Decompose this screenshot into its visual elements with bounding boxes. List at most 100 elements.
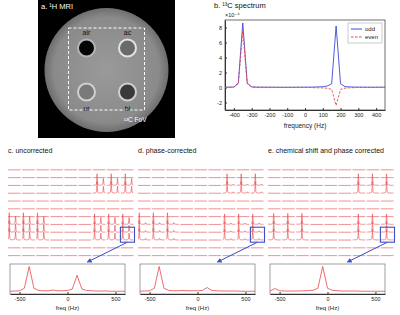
mri-panel: airacurbi¹³C FoVa. ¹H MRI [38, 0, 175, 138]
baseline [324, 201, 337, 202]
voxel [166, 193, 179, 194]
baseline [194, 255, 207, 256]
baseline [367, 255, 380, 256]
y-tick-mark [225, 58, 227, 59]
baseline [367, 177, 380, 178]
baseline [339, 255, 352, 256]
baseline [166, 193, 179, 194]
baseline [107, 208, 120, 209]
voxel [194, 224, 207, 225]
y-tick: 4 [219, 55, 227, 61]
inset-x-tick: 0 [326, 292, 329, 302]
voxel [353, 208, 366, 209]
voxel-spectrum [251, 182, 264, 194]
baseline [209, 224, 222, 225]
voxel [22, 208, 35, 209]
voxel [36, 247, 49, 248]
baseline [324, 240, 337, 241]
voxel [324, 255, 337, 256]
voxel [107, 182, 120, 194]
voxel-spectrum [166, 221, 179, 233]
baseline [8, 201, 21, 202]
voxel [367, 174, 380, 186]
vial-label: air [83, 29, 91, 36]
inset-x-tick-mark [150, 292, 151, 294]
voxel [209, 185, 222, 186]
baseline [22, 177, 35, 178]
voxel [180, 255, 193, 256]
voxel [324, 224, 337, 225]
voxel [251, 182, 264, 194]
baseline [64, 232, 77, 233]
baseline [310, 240, 323, 241]
baseline [339, 201, 352, 202]
baseline [50, 255, 63, 256]
y-tick-mark [225, 28, 227, 29]
baseline [223, 169, 236, 170]
baseline [268, 247, 281, 248]
baseline [209, 208, 222, 209]
voxel [36, 228, 49, 240]
fov-box [69, 28, 145, 110]
baseline [8, 255, 21, 256]
y-tick-mark [225, 73, 227, 74]
baseline [282, 185, 295, 186]
baseline [310, 208, 323, 209]
voxel-spectrum [282, 221, 295, 232]
baseline [50, 169, 63, 170]
voxel [339, 224, 352, 225]
baseline [121, 177, 134, 178]
voxel-spectrum [367, 214, 380, 224]
inset-frame [140, 264, 255, 294]
baseline [121, 255, 134, 256]
voxel [251, 177, 264, 178]
voxel [138, 185, 151, 186]
baseline [152, 201, 165, 202]
vial-label: ur [83, 105, 90, 112]
baseline [194, 224, 207, 225]
voxel [138, 201, 151, 202]
voxel [22, 213, 35, 225]
baseline [268, 169, 281, 170]
voxel [381, 177, 394, 178]
baseline [152, 255, 165, 256]
baseline [180, 208, 193, 209]
voxel [50, 169, 63, 170]
voxel [381, 169, 394, 170]
baseline [282, 177, 295, 178]
voxel [282, 216, 295, 217]
x-tick-mark [358, 108, 359, 110]
voxel [282, 169, 295, 170]
voxel-grid [268, 170, 393, 256]
inset-x-tick: -500 [145, 292, 156, 302]
baseline [282, 193, 295, 194]
voxel [180, 193, 193, 194]
voxel [107, 174, 120, 186]
inset-x-tick-label: 0 [66, 296, 69, 302]
voxel [282, 247, 295, 248]
baseline [93, 201, 106, 202]
baseline [138, 201, 151, 202]
voxel [268, 208, 281, 209]
baseline [381, 247, 394, 248]
baseline [36, 201, 49, 202]
voxel [8, 213, 21, 225]
baseline [324, 232, 337, 233]
voxel-spectrum [268, 229, 281, 240]
voxel [79, 255, 92, 256]
voxel [296, 229, 309, 240]
voxel [93, 174, 106, 186]
baseline [138, 185, 151, 186]
inset-x-title: freq (Hz) [186, 305, 209, 311]
x-tick: 400 [372, 108, 381, 118]
baseline [310, 185, 323, 186]
baseline [282, 208, 295, 209]
baseline [209, 232, 222, 233]
legend-box [348, 23, 382, 43]
voxel [166, 213, 179, 225]
voxel-spectrum [237, 182, 250, 194]
baseline [180, 177, 193, 178]
legend-swatch [351, 37, 362, 38]
baseline [237, 201, 250, 202]
baseline [268, 208, 281, 209]
